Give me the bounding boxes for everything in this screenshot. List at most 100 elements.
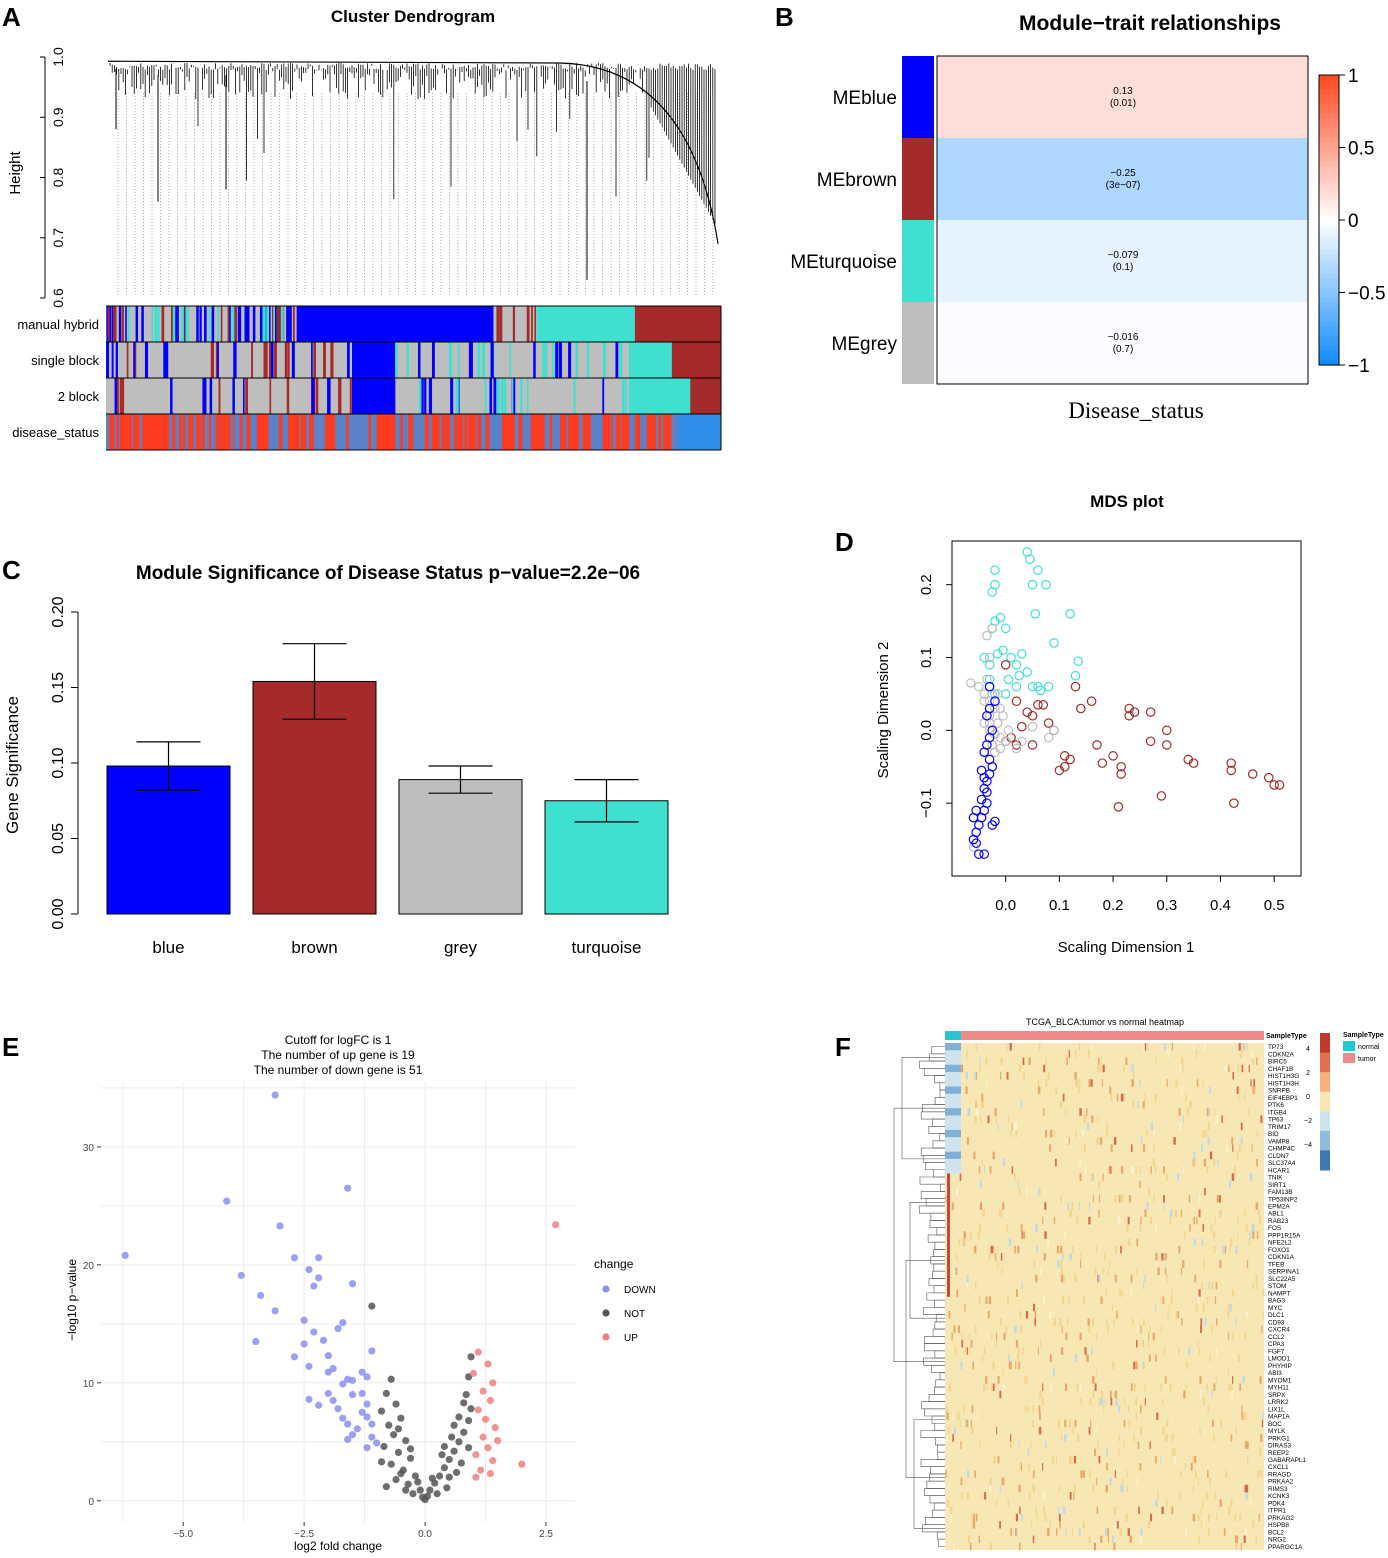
f-heat-cell (1171, 1448, 1173, 1457)
f-heat-cell (1200, 1318, 1203, 1326)
c-ytick-label: 0.20 (50, 596, 67, 627)
f-heat-cell (1227, 1310, 1230, 1319)
d-ytick-label: 0.1 (918, 647, 935, 668)
f-tree-link (924, 1408, 945, 1417)
f-heat-cell (1007, 1115, 1010, 1123)
f-heat-cell (1223, 1528, 1226, 1536)
d-ytick-label: 0.0 (918, 720, 935, 741)
f-gene-label: KCNK3 (1268, 1493, 1290, 1500)
a-color-segment (122, 414, 127, 450)
b-legend-step (1319, 200, 1339, 207)
d-point-grey (1043, 732, 1054, 743)
chart-d-plot-area: 0.0 0.1 0.2 0.3 0.4 0.5−0.10.00.10.2 (918, 540, 1302, 914)
d-point-blue (987, 725, 998, 736)
a-color-segment (125, 414, 130, 450)
f-heat-cell (1105, 1289, 1108, 1297)
f-heat-cell (1078, 1079, 1081, 1087)
d-point-grey (1027, 721, 1038, 732)
f-heat-cell (1136, 1339, 1138, 1348)
f-heat-normal-cell (945, 1071, 961, 1080)
a-color-segment (287, 342, 290, 378)
a-color-segment (569, 414, 572, 450)
e-point-not (423, 1492, 432, 1500)
a-color-segment (164, 414, 170, 450)
f-heat-cell (959, 1173, 962, 1181)
f-heat-cell (1116, 1521, 1119, 1529)
d-point-brown (1226, 765, 1236, 776)
a-color-segment (161, 306, 165, 342)
c-category-label: brown (291, 938, 337, 957)
f-heat-cell (1059, 1100, 1063, 1109)
f-heat-cell (974, 1325, 977, 1334)
f-legend-label-tumor: tumor (1358, 1056, 1377, 1063)
f-heat-cell (1039, 1412, 1041, 1420)
d-point-turquoise (1011, 660, 1022, 670)
f-heat-cell (1062, 1506, 1066, 1515)
f-heat-cell (1220, 1209, 1222, 1218)
a-color-segment (468, 414, 473, 450)
f-heat-cell (1109, 1477, 1112, 1486)
chart-c-yaxis: 0.000.050.100.150.20 (50, 596, 79, 930)
f-heat-cell (1204, 1129, 1208, 1138)
f-gene-label: CLDN7 (1268, 1153, 1289, 1160)
e-point-not (368, 1302, 376, 1310)
f-heat-cell (1180, 1267, 1182, 1276)
b-legend-step (1319, 244, 1339, 250)
f-heat-cell (1209, 1477, 1211, 1486)
f-heat-cell (1121, 1484, 1124, 1493)
f-heat-cell (1061, 1325, 1063, 1334)
a-color-segment (232, 414, 235, 450)
f-heat-normal-cell (947, 1260, 950, 1268)
f-gene-label: CCL2 (1268, 1334, 1285, 1341)
e-point-not (397, 1470, 405, 1478)
f-heat-cell (1109, 1260, 1111, 1268)
f-gene-label: FAM13B (1268, 1189, 1293, 1196)
f-heat-cell (1227, 1332, 1229, 1341)
panel-f-expression-heatmap: TCGA_BLCA:tumor vs normal heatmap TP73CD… (893, 1017, 1384, 1551)
f-heat-cell (1109, 1086, 1112, 1094)
e-point-down (324, 1368, 332, 1376)
f-heat-cell (1083, 1115, 1086, 1123)
f-tree-link (926, 1292, 945, 1301)
f-heat-cell (1140, 1216, 1142, 1225)
a-color-segment (141, 306, 144, 342)
f-heat-cell (1015, 1339, 1018, 1348)
f-heat-cell (951, 1202, 954, 1210)
f-heat-cell (1252, 1521, 1255, 1529)
f-heat-normal-cell (945, 1158, 961, 1167)
f-heat-cell (1107, 1325, 1110, 1334)
f-heat-cell (1188, 1195, 1191, 1203)
f-colorbar-label: 0 (1306, 1094, 1310, 1101)
e-point-up (491, 1424, 499, 1432)
f-heat-cell (1122, 1477, 1124, 1486)
a-color-segment (273, 306, 275, 342)
a-color-segment (602, 342, 606, 378)
f-heat-cell (954, 1426, 957, 1435)
f-heat-cell (1100, 1296, 1103, 1305)
f-gene-label: REEP2 (1268, 1450, 1289, 1457)
f-heat-cell (1139, 1535, 1143, 1544)
e-point-down (271, 1091, 279, 1099)
b-legend-step (1319, 142, 1339, 149)
d-point-brown (1226, 758, 1236, 768)
a-color-segment (323, 342, 326, 378)
f-heat-cell (969, 1231, 972, 1239)
f-heat-cell (958, 1238, 961, 1247)
d-point-grey (974, 681, 984, 692)
e-point-not (404, 1480, 412, 1488)
f-heat-cell (1100, 1057, 1103, 1066)
f-heat-cell (988, 1253, 991, 1261)
b-legend-step (1319, 171, 1339, 178)
f-heat-cell (1227, 1506, 1231, 1515)
f-heat-cell (1080, 1470, 1083, 1478)
f-heat-cell (1238, 1043, 1241, 1051)
f-heat-cell (1213, 1434, 1215, 1442)
a-color-segment (450, 378, 454, 414)
f-heat-cell (1252, 1086, 1255, 1094)
a-color-segment (263, 414, 269, 450)
f-heat-cell (1143, 1318, 1145, 1326)
f-tree-link (930, 1466, 945, 1475)
f-heat-cell (1107, 1267, 1109, 1276)
f-gene-label: TP63 (1268, 1117, 1284, 1124)
f-heat-cell (1095, 1245, 1098, 1254)
